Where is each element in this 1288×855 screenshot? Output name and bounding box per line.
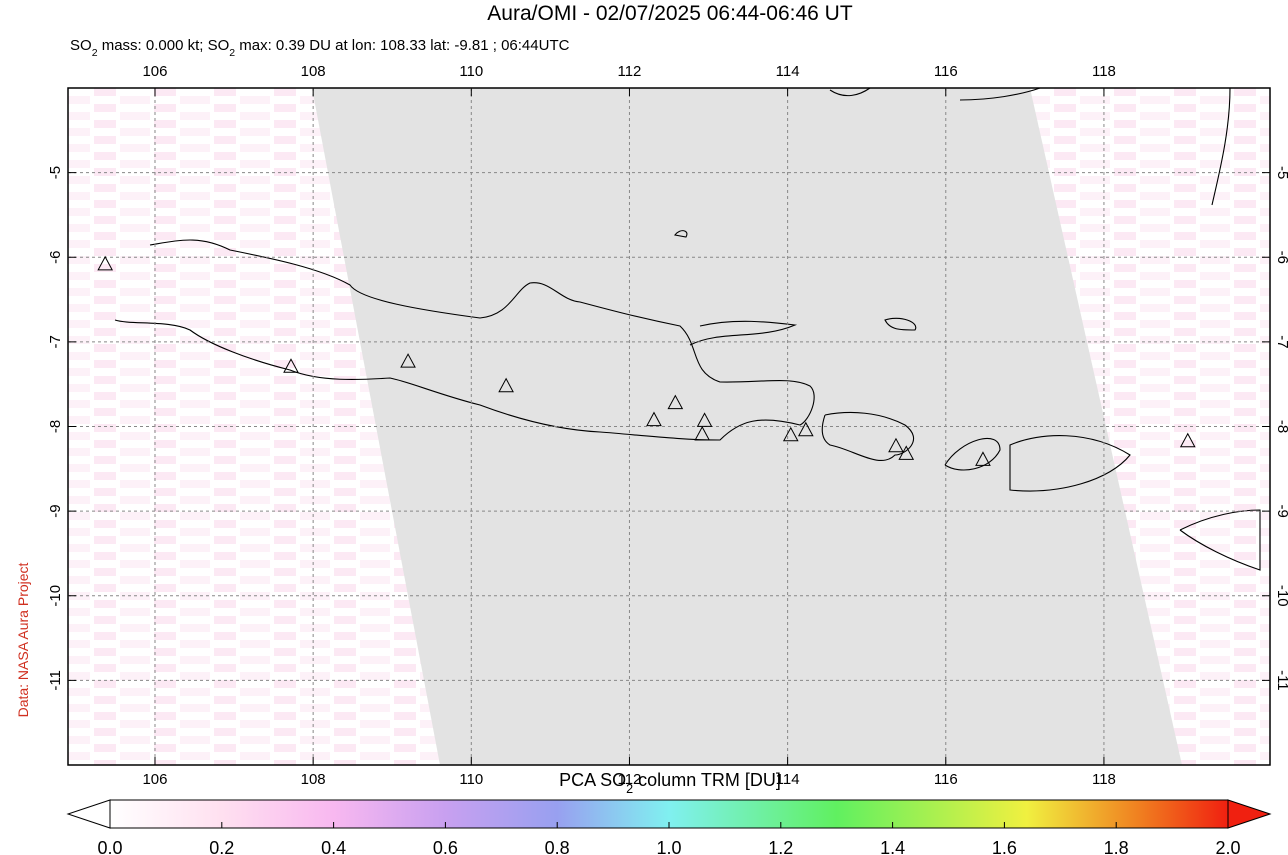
volcano [400,353,416,368]
y-tick-label: -8 [1274,420,1288,433]
coastlines [114,87,1261,571]
y-tick-label: -5 [47,166,64,179]
volcano [696,412,713,427]
text-part: max: 0.39 DU at lon: 108.33 lat: -9.81 ;… [235,37,570,54]
subtitle: SO2 mass: 0.000 kt; SO2 max: 0.39 DU at … [70,37,570,59]
colorbar-tick-label: 0.2 [209,838,234,855]
x-tick-label: 106 [142,771,167,788]
y-tick-label: -9 [47,504,64,517]
y-tick-label: -11 [47,670,64,691]
colorbar-tick-label: 2.0 [1215,838,1240,855]
colorbar-arrow-low [66,799,111,829]
colorbar-tick-label: 1.4 [880,838,905,855]
y-tick-label: -5 [1274,166,1288,179]
x-tick-label: 108 [301,771,326,788]
y-tick-label: -9 [1274,504,1288,517]
x-tick-label: 108 [301,63,326,80]
volcano [888,437,904,453]
y-tick-label: -11 [1274,670,1288,691]
colorbar-tick-label: 1.2 [768,838,793,855]
x-tick-label: 110 [459,63,483,80]
text-part: column TRM [DU] [633,770,781,790]
data-credit: Data: NASA Aura Project [15,562,31,717]
colorbar-tick-label: 0.6 [433,838,458,855]
y-tick-label: -7 [1274,335,1288,348]
x-tick-label: 114 [776,63,800,80]
colorbar-tick-label: 0.8 [545,838,570,855]
colorbar-tick-label: 1.0 [656,838,681,855]
y-tick-label: -6 [1274,251,1288,264]
volcano [1179,432,1196,448]
x-tick-label: 112 [617,771,641,788]
volcano [975,451,991,466]
x-tick-label: 118 [1092,771,1116,788]
x-tick-label: 110 [459,771,483,788]
x-tick-label: 114 [776,771,800,788]
colorbar-arrow-high [1227,799,1272,829]
subscript: 2 [92,47,98,59]
y-tick-label: -6 [47,251,64,264]
volcano [283,358,299,373]
y-tick-label: -10 [47,585,64,607]
volcano [898,445,915,460]
volcano [797,421,814,437]
subscript: 2 [626,782,633,796]
title: Aura/OMI - 02/07/2025 06:44-06:46 UT [487,2,853,25]
volcano [646,411,662,427]
x-tick-label: 116 [934,63,958,80]
colorbar-tick-label: 1.6 [992,838,1017,855]
colorbar-tick-label: 1.8 [1104,838,1129,855]
x-tick-label: 118 [1092,63,1116,80]
y-tick-label: -7 [47,335,64,348]
colorbar-tick-label: 0.0 [97,838,122,855]
text-part: SO [70,37,92,54]
y-tick-label: -10 [1274,585,1288,607]
volcano [97,255,114,271]
volcano [694,425,711,441]
volcano [667,394,684,410]
colorbar-tick-label: 0.4 [321,838,346,855]
colorbar-label: PCA SO2 column TRM [DU] [559,770,781,796]
x-tick-label: 112 [617,63,641,80]
subscript: 2 [229,47,235,59]
text-part: mass: 0.000 kt; SO [98,37,230,54]
volcano [782,426,799,442]
text-part: PCA SO [559,770,626,790]
y-tick-label: -8 [47,420,64,433]
volcano [498,377,514,393]
x-tick-label: 106 [142,63,167,80]
x-tick-label: 116 [934,771,958,788]
